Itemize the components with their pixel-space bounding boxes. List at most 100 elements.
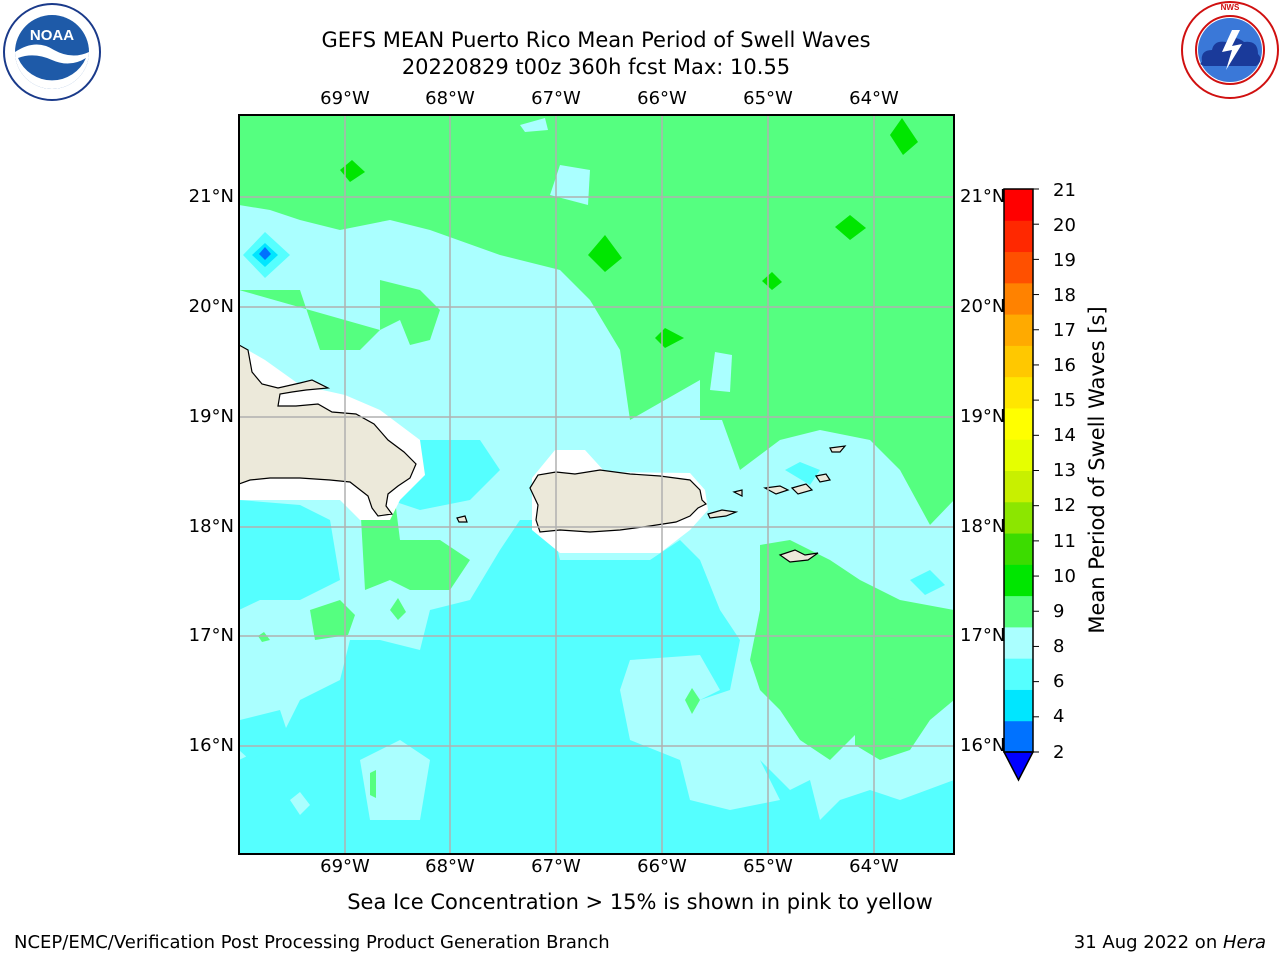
lon-label-top: 68°W	[425, 88, 475, 109]
lat-label-right: 16°N	[960, 735, 1006, 756]
colorbar-swatch	[1004, 626, 1033, 659]
colorbar-tick: 21	[1053, 180, 1076, 201]
lon-label-top: 66°W	[637, 88, 687, 109]
lat-label-left: 16°N	[188, 735, 234, 756]
swell-patch-8-9	[550, 165, 590, 205]
colorbar-tick: 13	[1053, 460, 1076, 481]
swell-patch-8-9	[290, 792, 310, 815]
colorbar-under-arrow	[1002, 751, 1035, 782]
land-vieques	[707, 509, 739, 519]
lon-label-bottom: 65°W	[743, 856, 793, 877]
colorbar-swatch	[1004, 251, 1033, 284]
noaa-logo: NOAA	[3, 3, 101, 101]
colorbar-swatch	[1004, 314, 1033, 346]
colorbar-tick: 15	[1053, 390, 1076, 411]
swell-patch-9-10	[390, 598, 406, 620]
lon-label-top: 64°W	[849, 88, 899, 109]
lat-label-left: 18°N	[188, 516, 234, 537]
colorbar-tick: 4	[1053, 706, 1065, 727]
land-virgin-islands	[732, 445, 847, 497]
colorbar-tick: 19	[1053, 250, 1076, 271]
swell-patch-8-9	[680, 740, 780, 810]
colorbar-swatch	[1004, 595, 1033, 628]
lat-label-right: 20°N	[960, 296, 1006, 317]
colorbar-swatch	[1004, 345, 1033, 378]
colorbar-tick: 18	[1053, 285, 1076, 306]
colorbar-tick: 14	[1053, 425, 1076, 446]
colorbar-swatch	[1004, 564, 1033, 597]
credit-date: 31 Aug 2022 on	[1073, 932, 1223, 953]
colorbar-tick: 9	[1053, 601, 1065, 622]
colorbar-swatch	[1004, 658, 1033, 690]
swell-patch-9-10	[258, 632, 270, 642]
colorbar-tick: 12	[1053, 495, 1076, 516]
colorbar-swatch	[1004, 220, 1033, 253]
lat-label-right: 19°N	[960, 406, 1006, 427]
colorbar-swatch	[1004, 407, 1033, 440]
lat-label-left: 20°N	[188, 296, 234, 317]
lon-label-top: 69°W	[320, 88, 370, 109]
footnote: Sea Ice Concentration > 15% is shown in …	[347, 890, 933, 914]
swell-patch-6-8	[239, 710, 290, 760]
map-frame	[238, 114, 955, 855]
lat-label-right: 21°N	[960, 186, 1006, 207]
lon-label-bottom: 68°W	[425, 856, 475, 877]
land-hispaniola	[239, 344, 417, 517]
colorbar-tick: 6	[1053, 671, 1065, 692]
swell-patch-9-10	[370, 770, 376, 798]
swell-patch-10-11	[340, 160, 365, 182]
colorbar-swatch	[1004, 689, 1033, 722]
colorbar-tick: 16	[1053, 355, 1076, 376]
graticule	[239, 115, 954, 854]
swell-field-9-10-north	[239, 115, 954, 525]
land-mona	[456, 515, 468, 523]
swell-patch-2-4	[259, 247, 271, 260]
swell-patch-9-10	[310, 600, 355, 640]
swell-patch-8-9	[710, 352, 732, 392]
colorbar-tick: 8	[1053, 636, 1065, 657]
lat-label-right: 18°N	[960, 516, 1006, 537]
colorbar-tick: 11	[1053, 531, 1076, 552]
colorbar-swatch	[1004, 470, 1033, 503]
lat-label-right: 17°N	[960, 625, 1006, 646]
swell-patch-10-11	[890, 118, 918, 155]
swell-patch-10-11	[835, 215, 866, 240]
lon-label-bottom: 66°W	[637, 856, 687, 877]
lon-label-bottom: 64°W	[849, 856, 899, 877]
svg-text:NWS: NWS	[1221, 3, 1240, 12]
colorbar-swatch	[1004, 439, 1033, 471]
swell-patch-8-9	[620, 655, 720, 700]
svg-text:NOAA: NOAA	[30, 27, 74, 44]
swell-patch-10-11	[762, 272, 782, 290]
colorbar-swatch	[1004, 533, 1033, 565]
lat-label-left: 19°N	[188, 406, 234, 427]
colorbar-swatch	[1004, 720, 1033, 753]
credit-right: 31 Aug 2022 on Hera	[1074, 932, 1266, 953]
lon-label-top: 65°W	[743, 88, 793, 109]
nws-logo: NWS	[1181, 1, 1279, 99]
swell-patch-9-10	[855, 695, 915, 760]
colorbar-swatch	[1004, 376, 1033, 409]
colorbar-tick: 20	[1053, 215, 1076, 236]
colorbar-tick: 10	[1053, 566, 1076, 587]
swell-patch-9-10	[685, 688, 700, 714]
chart-title: GEFS MEAN Puerto Rico Mean Period of Swe…	[321, 28, 871, 52]
swell-patch-6-8	[785, 462, 820, 485]
colorbar	[1002, 188, 1039, 782]
swell-patch-6-8	[910, 570, 945, 595]
chart-subtitle: 20220829 t00z 360h fcst Max: 10.55	[401, 55, 791, 79]
colorbar-swatch	[1004, 189, 1033, 221]
credit-left: NCEP/EMC/Verification Post Processing Pr…	[14, 932, 610, 953]
lon-label-bottom: 69°W	[320, 856, 370, 877]
lon-label-top: 67°W	[531, 88, 581, 109]
colorbar-tick: 17	[1053, 320, 1076, 341]
swell-patch-8-9	[360, 740, 430, 820]
lat-label-left: 17°N	[188, 625, 234, 646]
colorbar-tick: 2	[1053, 742, 1065, 763]
credit-host: Hera	[1222, 932, 1266, 953]
swell-field-9-10-north2	[239, 280, 440, 350]
swell-patch-8-9	[520, 118, 548, 132]
swell-patch-10-11	[588, 235, 622, 272]
lat-label-left: 21°N	[188, 186, 234, 207]
